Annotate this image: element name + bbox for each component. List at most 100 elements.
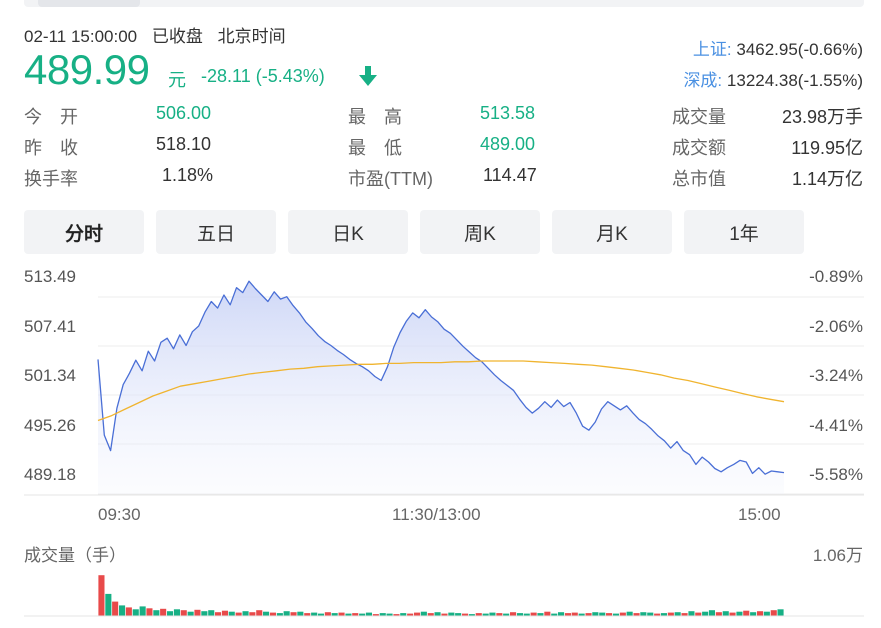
index-shanghai-label: 上证: <box>692 40 732 59</box>
volume-bar <box>647 612 654 616</box>
volume-bar <box>365 612 372 616</box>
current-price: 489.99 <box>24 46 150 93</box>
volume-bar <box>379 613 386 616</box>
volume-bar <box>441 613 448 616</box>
volume-bar <box>420 611 427 616</box>
stat-value-pe: 114.47 <box>483 165 537 185</box>
volume-bar <box>448 612 455 616</box>
volume-bar <box>544 611 551 616</box>
quote-datetime: 02-11 15:00:00 <box>24 27 138 46</box>
stat-value-low: 489.00 <box>480 134 536 154</box>
stat-value-open: 506.00 <box>156 103 212 123</box>
volume-bar <box>400 613 407 616</box>
volume-bar <box>606 613 613 616</box>
volume-bar <box>276 613 283 616</box>
volume-bar <box>338 612 345 616</box>
volume-bar <box>173 609 180 616</box>
top-strip-tab[interactable] <box>38 0 140 7</box>
volume-max-label: 1.06万 <box>812 546 863 565</box>
tab-five-day[interactable]: 五日 <box>156 210 276 254</box>
volume-bar <box>331 613 338 616</box>
tab-intraday[interactable]: 分时 <box>24 210 144 254</box>
price-line <box>97 280 785 475</box>
price-change: -28.11 (-5.43%) <box>201 66 325 86</box>
volume-bar <box>475 613 482 616</box>
volume-bar <box>112 601 119 616</box>
pct-tick-label: -2.06% <box>809 317 863 336</box>
volume-bar <box>496 613 503 616</box>
tab-monthly-k[interactable]: 月K <box>552 210 672 254</box>
stat-value-turnover: 119.95亿 <box>791 138 863 158</box>
volume-bar <box>180 610 187 616</box>
volume-bar <box>763 611 770 616</box>
volume-bar <box>304 613 311 616</box>
volume-bar <box>407 613 414 616</box>
volume-bar <box>530 612 537 616</box>
tab-one-year[interactable]: 1年 <box>684 210 804 254</box>
volume-bar <box>221 610 228 616</box>
volume-bar <box>660 613 667 616</box>
stat-label-turnover: 成交额 <box>672 138 726 158</box>
volume-bar <box>311 612 318 616</box>
tab-weekly-k[interactable]: 周K <box>420 210 540 254</box>
volume-bar <box>715 612 722 616</box>
volume-bar <box>708 610 715 616</box>
volume-bar <box>386 613 393 616</box>
volume-bar <box>393 614 400 616</box>
volume-bar <box>674 612 681 616</box>
volume-bar <box>125 607 132 616</box>
pct-tick-label: -5.58% <box>809 465 863 484</box>
volume-bar <box>537 613 544 616</box>
stat-label-turnover-rate: 换手率 <box>24 169 78 189</box>
y-tick-label: 489.18 <box>24 465 76 484</box>
down-arrow-icon <box>359 66 377 86</box>
index-shanghai-value: 3462.95(-0.66%) <box>736 40 863 59</box>
volume-bar <box>523 613 530 616</box>
volume-bar <box>468 614 475 616</box>
stat-value-prev-close: 518.10 <box>156 134 212 154</box>
volume-bar <box>105 593 112 616</box>
x-tick-label: 09:30 <box>98 505 141 524</box>
index-shenzhen-value: 13224.38(-1.55%) <box>726 71 863 90</box>
volume-bar <box>654 613 661 616</box>
y-tick-label: 501.34 <box>24 366 76 385</box>
volume-bar <box>743 610 750 616</box>
x-tick-label: 15:00 <box>738 505 781 524</box>
volume-bar <box>516 613 523 616</box>
volume-bar <box>201 611 208 616</box>
stat-label-open: 今 开 <box>24 107 78 127</box>
volume-bar <box>770 610 777 616</box>
volume-bar <box>462 613 469 616</box>
volume-bar <box>688 611 695 616</box>
price-unit: 元 <box>168 70 186 90</box>
volume-bar <box>187 611 194 616</box>
volume-bar <box>558 612 565 616</box>
index-shanghai[interactable]: 上证: 3462.95(-0.66%) <box>693 35 863 60</box>
timezone-label: 北京时间 <box>217 27 286 46</box>
volume-bar <box>729 612 736 616</box>
volume-bar <box>489 612 496 616</box>
volume-bar <box>317 613 324 616</box>
stat-value-volume: 23.98万手 <box>781 107 863 127</box>
volume-bar <box>722 611 729 616</box>
volume-bar <box>242 611 249 616</box>
volume-bar <box>283 611 290 616</box>
volume-bar <box>256 610 263 616</box>
y-tick-label: 507.41 <box>24 317 76 336</box>
volume-bar <box>681 613 688 616</box>
tab-daily-k[interactable]: 日K <box>288 210 408 254</box>
volume-bar <box>160 608 167 616</box>
volume-bar <box>228 611 235 616</box>
volume-bar <box>215 612 222 616</box>
volume-bar <box>98 575 105 616</box>
stat-label-pe: 市盈(TTM) <box>348 169 433 189</box>
volume-bar <box>599 612 606 616</box>
market-status: 已收盘 <box>151 27 203 46</box>
stat-value-turnover-rate: 1.18% <box>162 165 214 185</box>
y-tick-label: 513.49 <box>24 267 76 286</box>
volume-bar <box>345 613 352 616</box>
volume-bar <box>455 613 462 616</box>
top-strip <box>24 0 864 7</box>
index-shenzhen[interactable]: 深成: 13224.38(-1.55%) <box>683 66 863 91</box>
